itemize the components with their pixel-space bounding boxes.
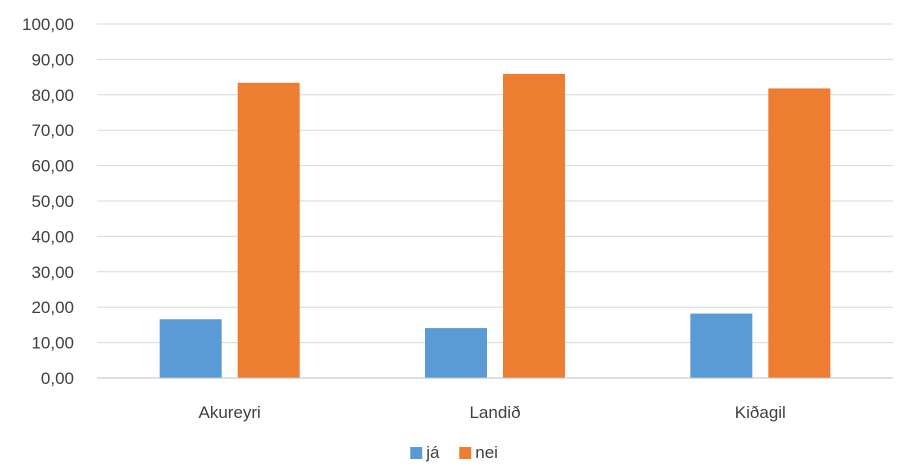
bar-já-Landið	[425, 328, 487, 378]
y-tick-label: 10,00	[31, 334, 74, 353]
y-axis-ticks: 0,00 10,00 20,00 30,00 40,00 50,00 60,00 70,00 8…	[22, 15, 74, 388]
x-category-label: Akureyri	[198, 403, 260, 422]
legend-swatch-já	[410, 447, 423, 459]
y-tick-label: 100,00	[22, 15, 74, 34]
y-tick-label: 30,00	[31, 263, 74, 282]
y-tick-label: 60,00	[31, 157, 74, 176]
legend-swatch-nei	[459, 447, 472, 459]
y-tick-label: 70,00	[31, 121, 74, 140]
bars	[159, 73, 831, 378]
bar-nei-Kiðagil	[768, 88, 831, 378]
legend-label: nei	[475, 443, 498, 462]
legend-label: já	[425, 443, 440, 462]
y-tick-label: 90,00	[31, 50, 74, 69]
y-tick-label: 40,00	[31, 227, 74, 246]
y-tick-label: 20,00	[31, 298, 74, 317]
bar-nei-Landið	[503, 73, 565, 378]
bar-já-Akureyri	[159, 319, 222, 378]
x-category-label: Landið	[469, 403, 520, 422]
x-axis-categories: Akureyri Landið Kiðagil	[198, 403, 785, 422]
x-category-label: Kiðagil	[735, 403, 786, 422]
bar-já-Kiðagil	[690, 313, 753, 378]
legend: já nei	[410, 443, 498, 462]
y-tick-label: 0,00	[41, 369, 74, 388]
gridlines	[97, 23, 893, 344]
y-tick-label: 50,00	[31, 192, 74, 211]
y-tick-label: 80,00	[31, 86, 74, 105]
bar-nei-Akureyri	[237, 82, 300, 378]
